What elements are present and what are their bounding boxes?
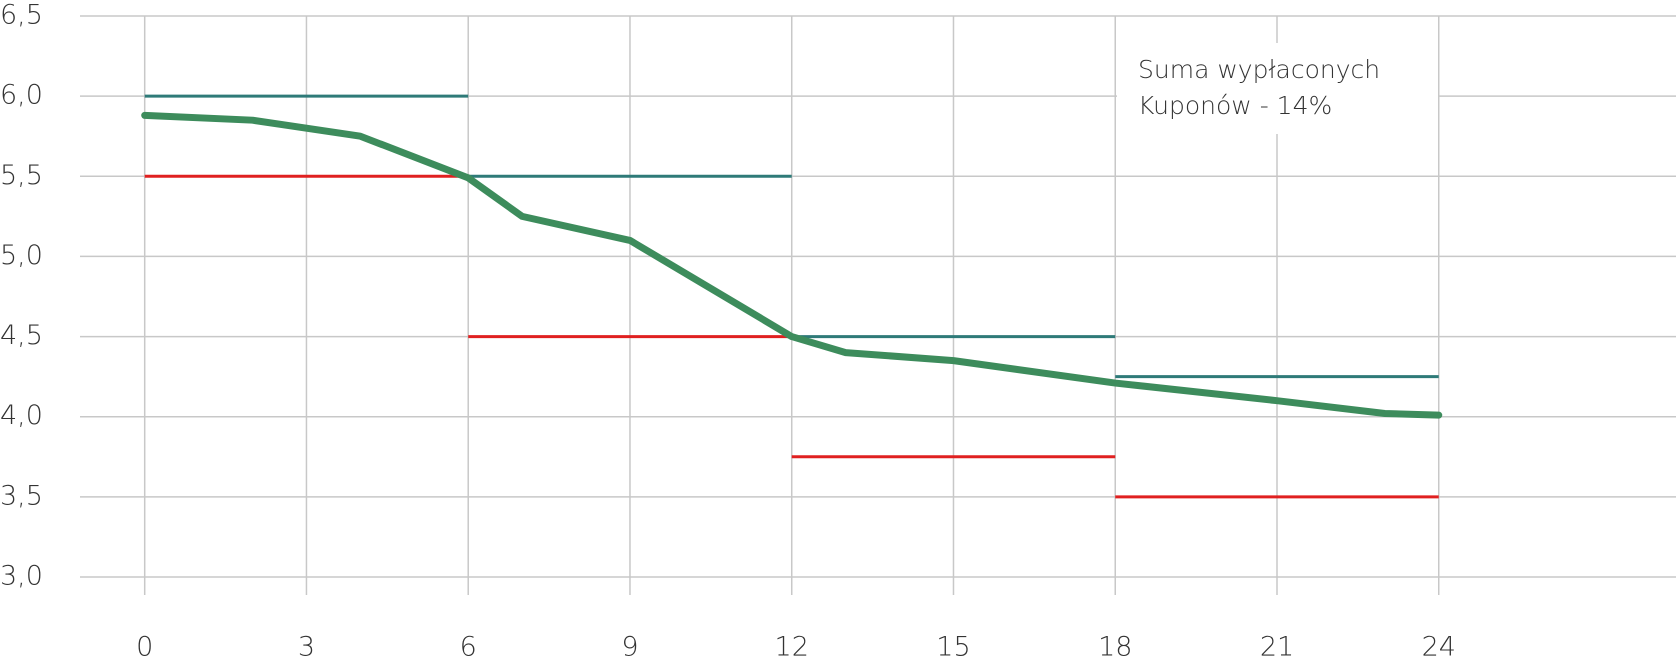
y-tick-label: 5,0 — [0, 240, 43, 271]
x-tick-label: 24 — [1422, 632, 1456, 659]
line-series — [141, 111, 1443, 419]
annotation: Suma wypłaconych — [1138, 55, 1380, 84]
x-tick-label: 0 — [136, 632, 153, 659]
x-tick-label: 9 — [621, 632, 638, 659]
x-tick-label: 6 — [460, 632, 477, 659]
y-tick-label: 6,0 — [0, 80, 43, 111]
x-tick-label: 15 — [936, 632, 970, 659]
x-tick-label: 12 — [775, 632, 809, 659]
annotation-box — [1117, 43, 1438, 134]
y-tick-label: 4,5 — [0, 320, 43, 351]
y-tick-label: 3,5 — [0, 480, 43, 511]
annotation: Kuponów - 14% — [1138, 91, 1332, 120]
y-tick-label: 4,0 — [0, 400, 43, 431]
y-tick-label: 6,5 — [0, 0, 43, 31]
x-tick-label: 3 — [298, 632, 315, 659]
x-tick-label: 21 — [1260, 632, 1294, 659]
y-tick-label: 5,5 — [0, 160, 43, 191]
y-tick-label: 3,0 — [0, 561, 43, 592]
x-tick-label: 18 — [1098, 632, 1132, 659]
